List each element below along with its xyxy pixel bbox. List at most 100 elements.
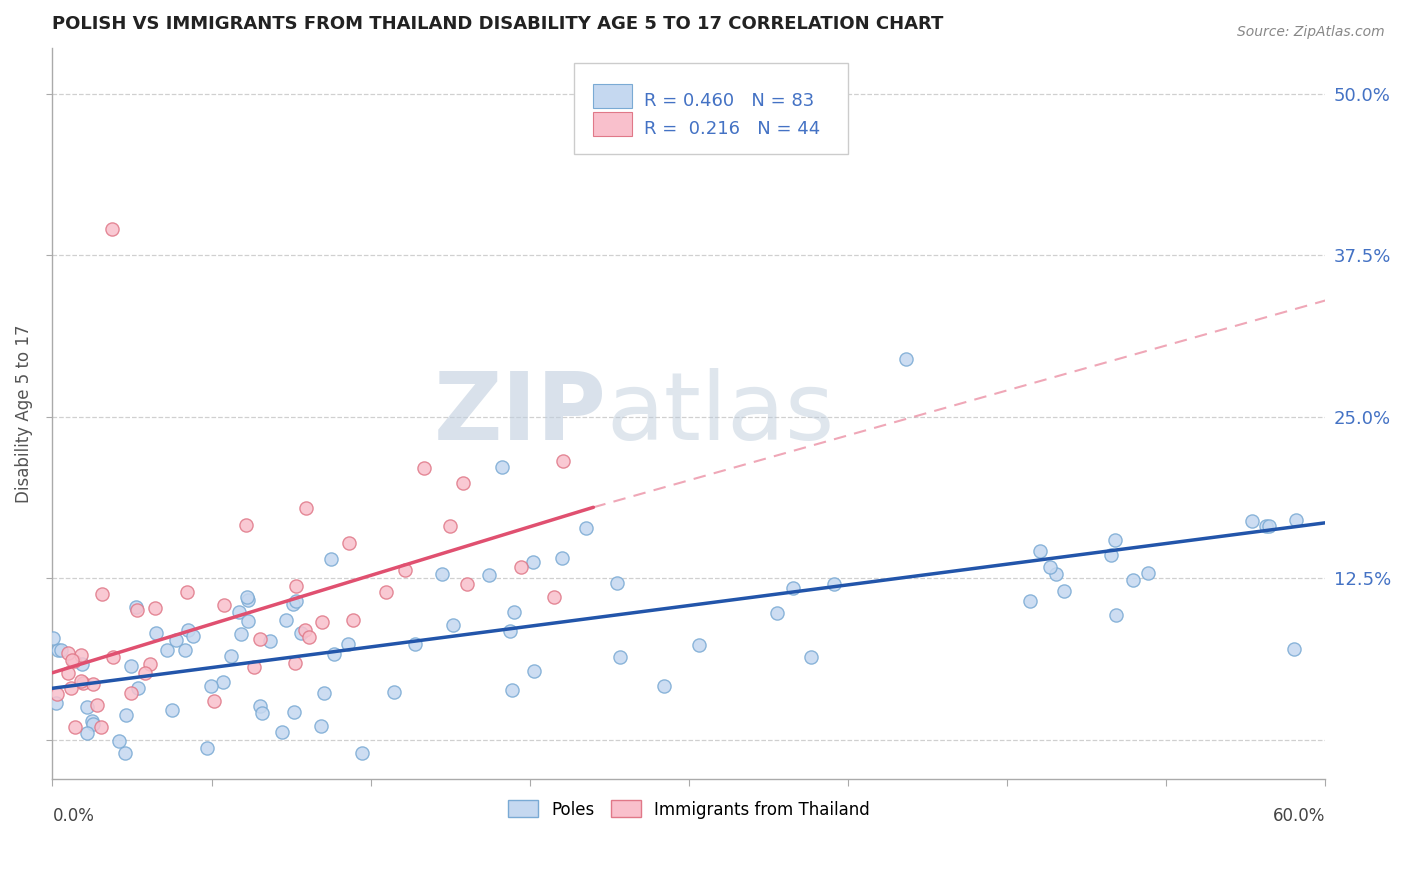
Point [270, 725, 292, 739]
Point [543, 590, 565, 604]
Text: ZIP: ZIP [433, 368, 606, 459]
Point [143, 600, 166, 615]
Point [139, 657, 162, 671]
Point [439, 519, 461, 533]
Point [499, 624, 522, 638]
Point [181, 629, 204, 643]
Point [451, 476, 474, 491]
Point [80, 714, 103, 729]
Point [1258, 519, 1281, 533]
Point [1019, 594, 1042, 608]
Point [1256, 519, 1278, 533]
Point [503, 605, 526, 619]
Point [259, 634, 281, 648]
Point [108, 734, 131, 748]
Point [284, 579, 307, 593]
Point [319, 551, 342, 566]
Point [1285, 513, 1308, 527]
Point [314, 686, 336, 700]
Point [69, 673, 91, 688]
Point [1028, 544, 1050, 558]
Point [290, 625, 312, 640]
Point [202, 694, 225, 708]
Point [501, 682, 523, 697]
Point [523, 665, 546, 679]
Point [342, 613, 364, 627]
Point [72, 675, 94, 690]
Point [165, 632, 187, 647]
Point [46, 687, 69, 701]
Point [295, 500, 318, 515]
Point [283, 706, 305, 720]
Point [404, 637, 426, 651]
Point [76, 700, 98, 714]
Point [432, 566, 454, 581]
Point [1052, 584, 1074, 599]
Bar [593, 84, 631, 108]
Point [339, 536, 361, 550]
Point [281, 597, 304, 611]
Point [221, 649, 243, 664]
Point [82, 717, 104, 731]
Point [235, 518, 257, 533]
Point [551, 551, 574, 566]
Point [249, 632, 271, 647]
Point [236, 590, 259, 604]
Point [60, 653, 83, 667]
Point [522, 555, 544, 569]
Point [236, 593, 259, 607]
Point [375, 585, 398, 599]
Point [1241, 514, 1264, 528]
Point [309, 719, 332, 733]
Point [1105, 608, 1128, 623]
Point [456, 576, 478, 591]
Text: R =  0.216   N = 44: R = 0.216 N = 44 [644, 120, 821, 138]
Point [1038, 559, 1060, 574]
Text: POLISH VS IMMIGRANTS FROM THAILAND DISABILITY AGE 5 TO 17 CORRELATION CHART: POLISH VS IMMIGRANTS FROM THAILAND DISAB… [52, 15, 943, 33]
Point [177, 624, 200, 638]
Point [86, 698, 108, 712]
Point [56, 646, 79, 660]
Point [294, 624, 316, 638]
Point [491, 459, 513, 474]
Point [782, 581, 804, 595]
Bar [593, 112, 631, 136]
Text: atlas: atlas [606, 368, 834, 459]
Point [49, 643, 72, 657]
Text: 0.0%: 0.0% [52, 807, 94, 825]
Point [174, 643, 197, 657]
Point [394, 563, 416, 577]
Point [115, 707, 138, 722]
Point [58, 666, 80, 681]
Point [1045, 566, 1067, 581]
Text: R = 0.460   N = 83: R = 0.460 N = 83 [644, 92, 814, 111]
FancyBboxPatch shape [574, 63, 848, 154]
Point [688, 638, 710, 652]
Point [478, 568, 501, 582]
Point [156, 643, 179, 657]
Point [76, 726, 98, 740]
Point [252, 706, 274, 721]
Point [82, 676, 104, 690]
Point [65, 720, 87, 734]
Point [229, 627, 252, 641]
Point [823, 576, 845, 591]
Point [63, 654, 86, 668]
Point [1136, 566, 1159, 580]
Point [120, 659, 142, 673]
Point [1122, 574, 1144, 588]
Point [337, 637, 360, 651]
Point [382, 685, 405, 699]
Point [800, 649, 823, 664]
Point [1099, 548, 1122, 562]
Point [606, 576, 628, 591]
Point [311, 615, 333, 630]
Point [114, 746, 136, 760]
Y-axis label: Disability Age 5 to 17: Disability Age 5 to 17 [15, 325, 32, 503]
Point [42, 631, 65, 645]
Text: 60.0%: 60.0% [1272, 807, 1326, 825]
Point [195, 741, 218, 756]
Point [70, 648, 93, 662]
Point [176, 585, 198, 599]
Point [894, 351, 917, 366]
